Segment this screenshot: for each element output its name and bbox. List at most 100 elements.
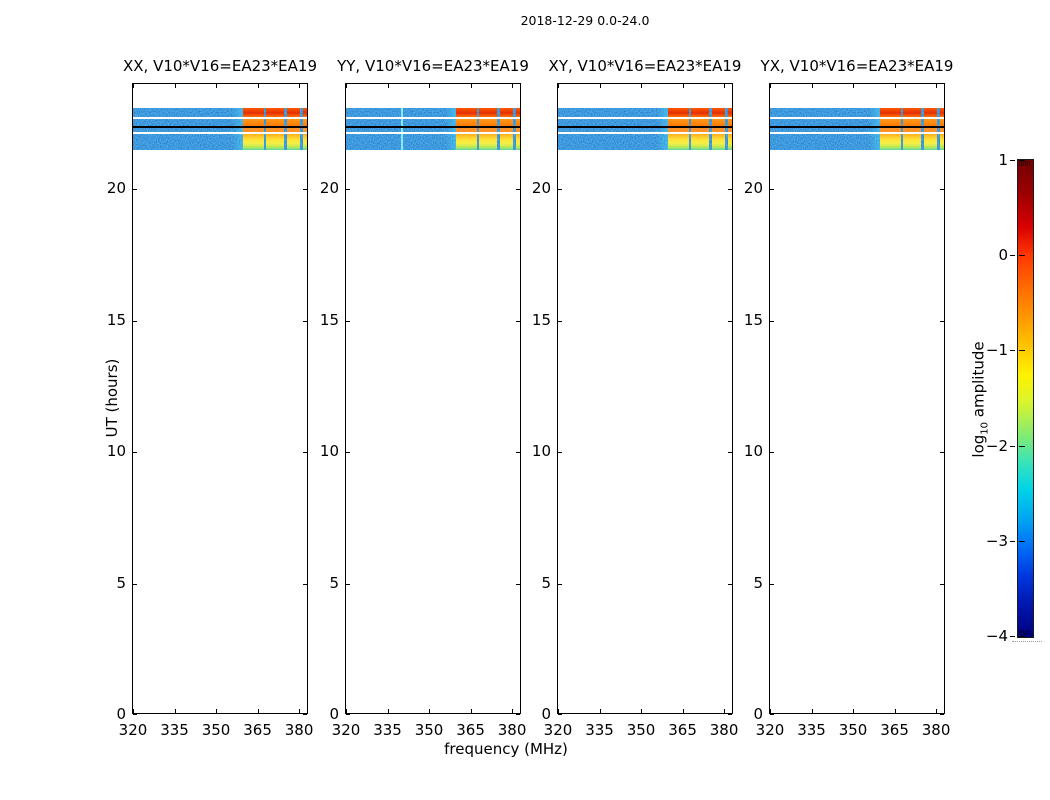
x-tick-label: 335 (797, 721, 826, 739)
rfi-block (728, 133, 732, 150)
rfi-block (924, 118, 937, 126)
y-tick-mark (940, 583, 944, 585)
rfi-block (712, 108, 725, 117)
colorbar-tick-mark (1019, 636, 1025, 637)
x-tick-mark (599, 84, 601, 88)
rfi-block (516, 133, 520, 150)
y-tick-mark (940, 189, 944, 190)
rfi-block (303, 128, 307, 132)
y-tick-mark (133, 189, 137, 190)
noise-bright-strip (657, 108, 669, 150)
y-tick-mark (770, 583, 774, 585)
x-tick-mark (299, 709, 301, 713)
y-tick-label: 10 (531, 442, 551, 460)
rfi-block (243, 128, 264, 132)
rfi-block (940, 118, 944, 126)
rfi-block (500, 128, 513, 132)
rfi-block (880, 128, 901, 132)
rfi-block (266, 108, 284, 117)
colorbar-tick-mark (1019, 445, 1025, 447)
colorbar-hatch-bottom (1019, 630, 1020, 635)
rfi-block (303, 108, 307, 117)
x-tick-mark (216, 709, 218, 713)
y-tick-label: 5 (753, 573, 763, 592)
rfi-block (287, 128, 300, 132)
x-tick-mark (512, 709, 514, 713)
y-tick-mark (770, 320, 774, 322)
rfi-block (479, 108, 497, 117)
x-tick-label: 365 (880, 721, 909, 739)
colorbar-label-subscript: 10 (979, 421, 991, 435)
y-tick-mark (346, 452, 350, 453)
x-tick-mark (216, 84, 218, 88)
colorbar-tick-label: 1 (998, 151, 1008, 169)
x-tick-mark (770, 709, 771, 713)
x-tick-label: 320 (755, 721, 785, 739)
colorbar-tick-mark (1010, 445, 1015, 447)
x-tick-mark (558, 84, 559, 88)
colorbar-label: log10 amplitude (970, 300, 991, 500)
colorbar-hatch-top (1027, 161, 1028, 166)
colorbar-tick-label: −3 (985, 531, 1008, 550)
rfi-block (691, 108, 709, 117)
colorbar (1017, 159, 1034, 638)
rfi-block (266, 133, 284, 150)
x-tick-mark (641, 84, 643, 88)
x-tick-mark (558, 709, 559, 713)
y-tick-mark (346, 189, 350, 190)
panel-title: XY, V10*V16=EA23*EA19 (548, 57, 742, 75)
y-tick-label: 10 (106, 442, 126, 460)
y-tick-mark (940, 320, 944, 322)
rfi-block (500, 108, 513, 117)
rfi-block (516, 128, 520, 132)
y-tick-label: 5 (541, 573, 551, 592)
rfi-block (303, 118, 307, 126)
x-tick-label: 350 (414, 721, 444, 739)
rfi-block (880, 108, 901, 117)
x-tick-mark (299, 84, 301, 88)
y-tick-mark (133, 714, 137, 715)
x-tick-label: 335 (585, 721, 614, 739)
x-tick-label: 365 (456, 721, 485, 739)
rfi-block (516, 118, 520, 126)
data-gap-line (558, 131, 732, 134)
plot-panel-yy (345, 83, 521, 715)
rfi-block (903, 118, 921, 126)
y-tick-label: 5 (329, 573, 339, 592)
y-tick-mark (303, 320, 307, 322)
y-tick-label: 20 (106, 179, 126, 197)
rfi-block (668, 128, 689, 132)
colorbar-hatch-top (1019, 161, 1020, 166)
rfi-block (500, 133, 513, 150)
colorbar-tick-label: 0 (998, 246, 1008, 265)
y-tick-mark (558, 189, 562, 190)
flagged-row-line (133, 125, 307, 128)
rfi-block (243, 108, 264, 117)
x-tick-mark (724, 84, 726, 88)
colorbar-hatch-top (1025, 161, 1026, 166)
colorbar-hatch-bottom (1029, 630, 1030, 635)
noise-bright-strip (869, 108, 881, 150)
y-tick-mark (558, 583, 562, 585)
y-tick-label: 5 (116, 573, 126, 592)
y-tick-mark (133, 583, 137, 585)
panel-title: XX, V10*V16=EA23*EA19 (122, 57, 318, 75)
x-tick-label: 320 (118, 721, 148, 739)
y-tick-label: 15 (106, 310, 126, 329)
x-tick-mark (682, 709, 684, 713)
x-tick-mark (641, 709, 643, 713)
rfi-block (287, 108, 300, 117)
spectrogram-band (558, 108, 732, 150)
rfi-block (479, 128, 497, 132)
x-tick-label: 365 (668, 721, 697, 739)
y-tick-label: 20 (531, 179, 551, 197)
x-tick-mark (853, 84, 855, 88)
y-tick-mark (133, 320, 137, 322)
rfi-block (479, 118, 497, 126)
rfi-block (903, 133, 921, 150)
plot-panel-xy (557, 83, 733, 715)
rfi-block (903, 108, 921, 117)
x-tick-mark (429, 709, 431, 713)
y-tick-mark (770, 452, 774, 453)
colorbar-hatch-top (1021, 161, 1022, 166)
